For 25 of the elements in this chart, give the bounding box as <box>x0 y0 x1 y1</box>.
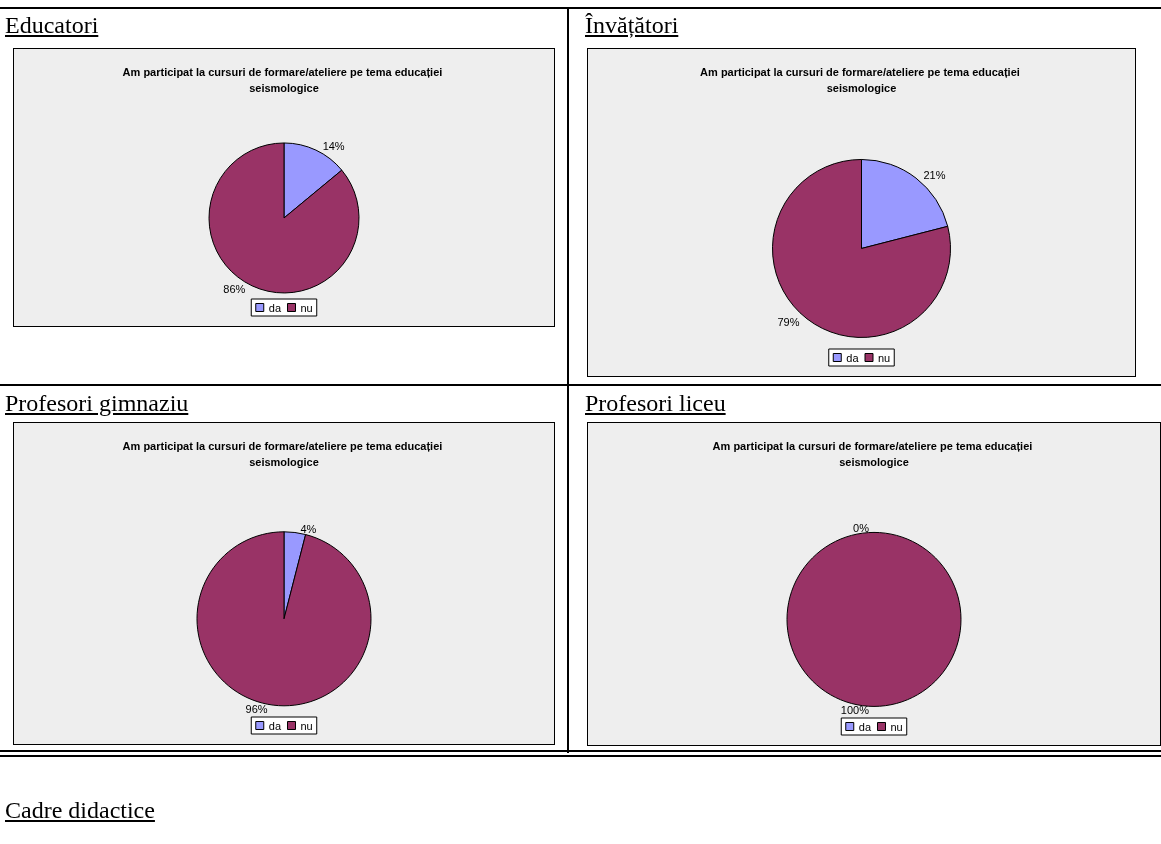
chart-title: Profesori liceu <box>585 390 726 417</box>
data-label: 100% <box>840 704 870 717</box>
legend-label: da <box>846 351 860 364</box>
data-label: 79% <box>777 315 800 328</box>
data-label: 14% <box>322 140 345 153</box>
data-label: 96% <box>245 703 268 716</box>
data-label: 21% <box>923 168 946 181</box>
data-label: 86% <box>223 283 246 296</box>
legend-label: nu <box>300 301 313 314</box>
chart-title: Învățători <box>585 12 679 39</box>
text: 0% <box>853 522 869 535</box>
legend-label: nu <box>300 719 313 732</box>
chart-subtitle: Am participat la cursuri de formare/ateliere pe tema educației seismologice <box>122 66 446 94</box>
chart-title: Educatori <box>5 12 99 39</box>
legend-label: nu <box>890 720 903 733</box>
legend-label: nu <box>878 351 891 364</box>
chart-title: Profesori gimnaziu <box>5 390 189 417</box>
data-label: 4% <box>300 522 317 535</box>
chart-subtitle: Am participat la cursuri de formare/ateliere pe tema educației seismologice <box>700 66 1023 94</box>
legend-label: da <box>268 301 282 314</box>
text: Cadre didactice <box>5 797 155 824</box>
chart-subtitle: Am participat la cursuri de formare/ateliere pe tema educației seismologice <box>712 440 1036 468</box>
legend-label: da <box>268 719 282 732</box>
chart-subtitle: Am participat la cursuri de formare/ateliere pe tema educației seismologice <box>122 440 446 468</box>
legend-label: da <box>858 720 872 733</box>
